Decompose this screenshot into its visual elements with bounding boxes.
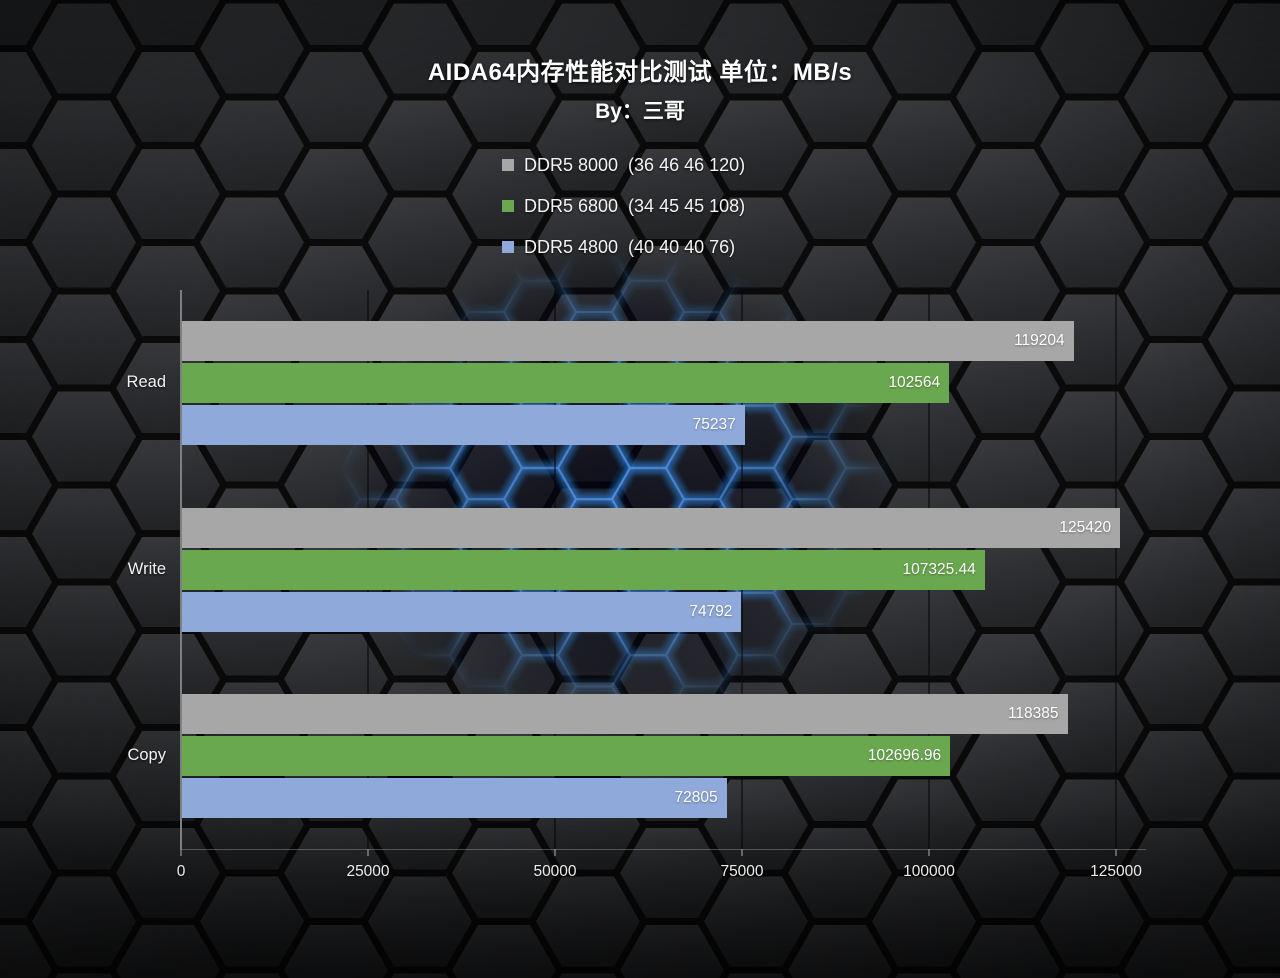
- legend-item-0: DDR5 8000 (36 46 46 120): [502, 155, 745, 175]
- tick-mark-25000: [367, 849, 369, 856]
- x-tick-label: 125000: [1090, 863, 1142, 880]
- legend-item-1: DDR5 6800 (34 45 45 108): [502, 196, 745, 216]
- bar-write-series2: 74792: [182, 591, 742, 632]
- legend-swatch-icon: [502, 159, 514, 171]
- tick-mark-50000: [554, 849, 556, 856]
- x-tick-label: 75000: [720, 863, 764, 880]
- legend-label: DDR5 8000 (36 46 46 120): [524, 154, 746, 175]
- bar-value-label: 107325.44: [902, 560, 976, 578]
- bar-value-label: 102564: [888, 374, 941, 392]
- category-label-write: Write: [127, 559, 166, 578]
- chart-title: AIDA64内存性能对比测试 单位：MB/s: [427, 59, 853, 86]
- bar-value-label: 74792: [689, 602, 733, 620]
- bar-read-series2: 75237: [182, 405, 745, 446]
- bar-write-series1: 107325.44: [182, 549, 985, 590]
- y-axis-line: [180, 290, 182, 849]
- legend-label: DDR5 6800 (34 45 45 108): [524, 195, 746, 216]
- category-label-read: Read: [126, 373, 166, 392]
- category-label-copy: Copy: [127, 745, 166, 764]
- bar-value-label: 125420: [1059, 518, 1112, 536]
- legend-swatch-icon: [502, 200, 514, 212]
- bar-value-label: 119204: [1014, 332, 1065, 350]
- bar-copy-series2: 72805: [182, 777, 727, 818]
- tick-mark-100000: [928, 849, 930, 856]
- plot-area: 0 25000 50000 75000 100000 125000 Read 119204 10…: [127, 290, 1146, 880]
- bar-read-series0: 119204: [182, 321, 1074, 362]
- bar-write-series0: 125420: [182, 507, 1121, 548]
- bar-read-series1: 102564: [182, 363, 950, 404]
- bar-value-label: 72805: [674, 788, 718, 806]
- tick-mark-0: [180, 849, 182, 856]
- tick-mark-125000: [1115, 849, 1117, 856]
- bar-value-label: 75237: [692, 416, 736, 434]
- x-axis-line: [180, 849, 1146, 850]
- bar-value-label: 118385: [1007, 704, 1059, 722]
- bar-value-label: 102696.96: [867, 746, 942, 764]
- bar-copy-series1: 102696.96: [182, 735, 951, 776]
- legend: DDR5 8000 (36 46 46 120) DDR5 6800 (34 45…: [502, 155, 745, 278]
- legend-swatch-icon: [502, 241, 514, 253]
- x-tick-label: 50000: [533, 863, 577, 880]
- legend-label: DDR5 4800 (40 40 40 76): [524, 236, 736, 257]
- gridline-125000: [1115, 290, 1117, 849]
- legend-item-2: DDR5 4800 (40 40 40 76): [502, 237, 745, 257]
- x-tick-label: 100000: [903, 863, 955, 880]
- x-tick-label: 0: [176, 863, 186, 880]
- tick-mark-75000: [741, 849, 743, 856]
- x-tick-label: 25000: [346, 863, 390, 880]
- chart-subtitle: By：三哥: [595, 100, 685, 123]
- bar-copy-series0: 118385: [182, 693, 1068, 734]
